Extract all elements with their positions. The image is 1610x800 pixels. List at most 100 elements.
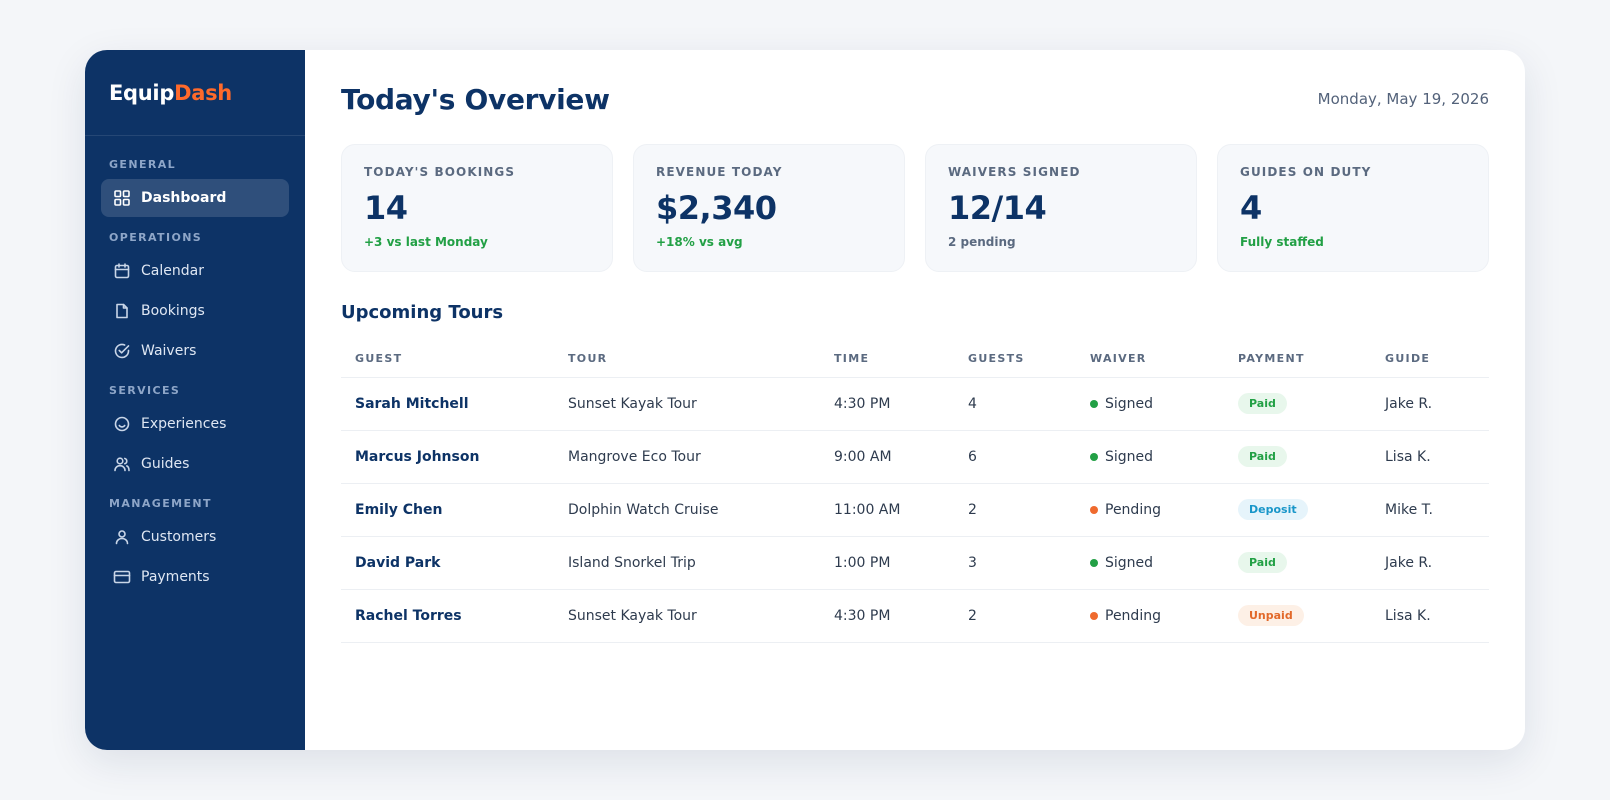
sidebar-item-guides[interactable]: Guides [101, 445, 289, 483]
tours-table: GUEST TOUR TIME GUESTS WAIVER PAYMENT GU… [341, 341, 1489, 643]
tour-time: 11:00 AM [820, 483, 954, 537]
stat-note: 2 pending [948, 235, 1016, 249]
nav-section-management: MANAGEMENT [109, 497, 212, 510]
guide-name: Mike T. [1371, 483, 1489, 537]
sidebar-item-waivers[interactable]: Waivers [101, 332, 289, 370]
sidebar-nav: GENERAL Dashboard OPERATIONS Calendar Bo… [85, 136, 305, 596]
sidebar-item-label: Dashboard [141, 190, 227, 206]
waiver-status-label: Signed [1105, 554, 1154, 571]
waiver-status-label: Signed [1105, 448, 1154, 465]
column-header-tour[interactable]: TOUR [554, 341, 820, 378]
stat-value: 4 [1240, 189, 1262, 227]
payment-badge: Paid [1238, 552, 1287, 573]
sidebar-item-payments[interactable]: Payments [101, 558, 289, 596]
payment-badge: Paid [1238, 393, 1287, 414]
guest-name[interactable]: Sarah Mitchell [341, 377, 554, 431]
table-row[interactable]: Rachel Torres Sunset Kayak Tour 4:30 PM 2 Pe… [341, 589, 1489, 643]
app-window: Equip Dash GENERAL Dashboard OPERATIONS C… [85, 50, 1525, 750]
grid-icon [114, 190, 130, 206]
payment-cell: Paid [1224, 536, 1371, 590]
stat-card-revenue[interactable]: REVENUE TODAY $2,340 +18% vs avg [633, 144, 905, 272]
tour-name: Island Snorkel Trip [554, 536, 820, 590]
stat-value: 12/14 [948, 189, 1047, 227]
table-row[interactable]: Marcus Johnson Mangrove Eco Tour 9:00 AM 6 S… [341, 430, 1489, 484]
sidebar-item-bookings[interactable]: Bookings [101, 292, 289, 330]
stats-row: TODAY'S BOOKINGS 14 +3 vs last Monday RE… [341, 144, 1489, 272]
document-icon [116, 303, 128, 319]
waiver-cell: Pending [1076, 483, 1224, 537]
column-header-waiver[interactable]: WAIVER [1076, 341, 1224, 378]
user-icon [115, 530, 129, 545]
sidebar-item-label: Customers [141, 529, 217, 545]
guest-name[interactable]: Marcus Johnson [341, 430, 554, 484]
guest-count: 3 [954, 536, 1076, 590]
stat-card-waivers[interactable]: WAIVERS SIGNED 12/14 2 pending [925, 144, 1197, 272]
tour-name: Dolphin Watch Cruise [554, 483, 820, 537]
sidebar-item-calendar[interactable]: Calendar [101, 252, 289, 290]
payment-cell: Paid [1224, 377, 1371, 431]
guide-name: Lisa K. [1371, 430, 1489, 484]
table-row[interactable]: David Park Island Snorkel Trip 1:00 PM 3 Sig… [341, 536, 1489, 590]
sidebar-item-label: Bookings [141, 303, 205, 319]
stat-label: TODAY'S BOOKINGS [364, 165, 516, 179]
current-date: Monday, May 19, 2026 [1317, 90, 1489, 108]
tour-name: Sunset Kayak Tour [554, 589, 820, 643]
stat-note: +18% vs avg [656, 235, 743, 249]
tour-time: 9:00 AM [820, 430, 954, 484]
sidebar-item-customers[interactable]: Customers [101, 518, 289, 556]
waiver-cell: Signed [1076, 377, 1224, 431]
status-dot-icon [1090, 452, 1098, 461]
column-header-guests[interactable]: GUESTS [954, 341, 1076, 378]
column-header-time[interactable]: TIME [820, 341, 954, 378]
smile-icon [114, 416, 130, 432]
sidebar: Equip Dash GENERAL Dashboard OPERATIONS C… [85, 50, 305, 750]
guide-name: Lisa K. [1371, 589, 1489, 643]
column-header-guide[interactable]: GUIDE [1371, 341, 1489, 378]
brand-name-part2: Dash [174, 80, 232, 105]
stat-card-bookings[interactable]: TODAY'S BOOKINGS 14 +3 vs last Monday [341, 144, 613, 272]
stat-label: WAIVERS SIGNED [948, 165, 1081, 179]
tour-time: 4:30 PM [820, 377, 954, 431]
table-row[interactable]: Emily Chen Dolphin Watch Cruise 11:00 AM 2 P… [341, 483, 1489, 537]
credit-card-icon [113, 570, 131, 584]
nav-section-services: SERVICES [109, 384, 181, 397]
payment-cell: Unpaid [1224, 589, 1371, 643]
payment-badge: Unpaid [1238, 605, 1304, 626]
brand-name-part1: Equip [109, 80, 175, 105]
sidebar-item-label: Waivers [141, 343, 197, 359]
tour-time: 1:00 PM [820, 536, 954, 590]
payment-badge: Paid [1238, 446, 1287, 467]
guest-name[interactable]: David Park [341, 536, 554, 590]
waiver-cell: Signed [1076, 536, 1224, 590]
sidebar-item-label: Payments [141, 569, 210, 585]
guest-count: 6 [954, 430, 1076, 484]
sidebar-item-experiences[interactable]: Experiences [101, 405, 289, 443]
stat-label: GUIDES ON DUTY [1240, 165, 1372, 179]
table-row[interactable]: Sarah Mitchell Sunset Kayak Tour 4:30 PM 4 S… [341, 377, 1489, 431]
guest-count: 2 [954, 483, 1076, 537]
users-icon [114, 457, 130, 472]
guest-name[interactable]: Rachel Torres [341, 589, 554, 643]
payment-badge: Deposit [1238, 499, 1308, 520]
guide-name: Jake R. [1371, 536, 1489, 590]
sidebar-item-dashboard[interactable]: Dashboard [101, 179, 289, 217]
stat-value: $2,340 [656, 189, 777, 227]
guest-count: 2 [954, 589, 1076, 643]
stat-card-guides[interactable]: GUIDES ON DUTY 4 Fully staffed [1217, 144, 1489, 272]
stat-value: 14 [364, 189, 408, 227]
stat-label: REVENUE TODAY [656, 165, 783, 179]
waiver-status: Pending [1090, 608, 1161, 624]
page-title: Today's Overview [341, 82, 610, 116]
column-header-guest[interactable]: GUEST [341, 341, 554, 378]
brand-logo[interactable]: Equip Dash [85, 50, 305, 136]
sidebar-item-label: Experiences [141, 416, 227, 432]
waiver-status: Signed [1090, 396, 1153, 412]
column-header-payment[interactable]: PAYMENT [1224, 341, 1371, 378]
guest-name[interactable]: Emily Chen [341, 483, 554, 537]
status-dot-icon [1090, 558, 1098, 567]
status-dot-icon [1090, 505, 1098, 514]
status-dot-icon [1090, 611, 1098, 620]
upcoming-tours-title: Upcoming Tours [341, 302, 504, 323]
nav-section-operations: OPERATIONS [109, 231, 203, 244]
tour-name: Mangrove Eco Tour [554, 430, 820, 484]
